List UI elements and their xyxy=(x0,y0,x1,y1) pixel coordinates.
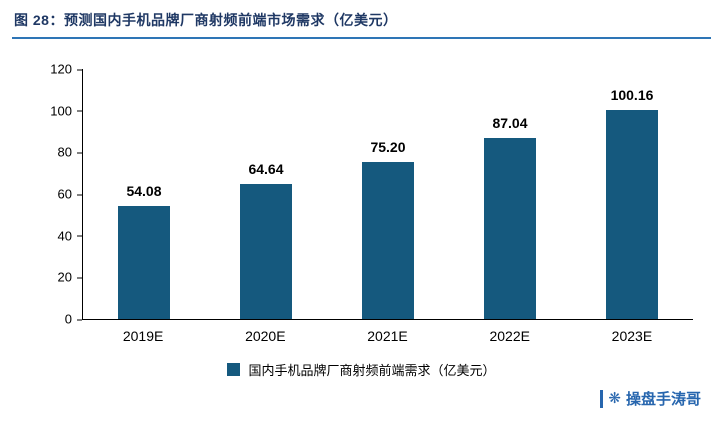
y-tick-label: 120 xyxy=(50,61,82,77)
bar-column: 64.64 xyxy=(205,69,327,319)
bar-column: 87.04 xyxy=(449,69,571,319)
y-tick-label: 60 xyxy=(57,186,83,202)
bar-value-label: 75.20 xyxy=(370,139,406,156)
bar xyxy=(606,110,658,319)
bar-value-label: 87.04 xyxy=(492,114,528,131)
watermark-divider xyxy=(600,389,604,408)
plot-area: 54.08 64.64 75.20 87.04 100.16 xyxy=(82,69,693,320)
x-tick-label: 2022E xyxy=(489,328,530,344)
x-axis-labels: 2019E 2020E 2021E 2022E 2023E xyxy=(82,320,693,344)
y-tick-label: 0 xyxy=(64,311,83,327)
bar-chart: 0 20 40 60 80 100 120 54.08 64.64 75.20 87.04 100.… xyxy=(12,63,711,344)
chart-legend: 国内手机品牌厂商射频前端需求（亿美元） xyxy=(12,360,711,379)
bar-column: 100.16 xyxy=(571,69,693,319)
x-tick-label: 2019E xyxy=(122,328,164,344)
y-tick-label: 100 xyxy=(50,103,82,119)
figure-title-text: 预测国内手机品牌厂商射频前端市场需求（亿美元） xyxy=(63,12,398,28)
bar-value-label: 64.64 xyxy=(248,161,284,178)
bar-value-label: 100.16 xyxy=(610,87,654,104)
bar xyxy=(118,206,170,319)
watermark-text: 操盘手涛哥 xyxy=(625,391,701,408)
bar-value-label: 54.08 xyxy=(126,183,162,200)
y-tick-label: 20 xyxy=(57,269,83,285)
bar xyxy=(240,184,292,319)
watermark: ❋ 操盘手涛哥 xyxy=(600,388,701,409)
legend-label: 国内手机品牌厂商射频前端需求（亿美元） xyxy=(248,363,496,378)
y-tick-label: 40 xyxy=(57,228,83,244)
snowflake-icon: ❋ xyxy=(608,390,621,407)
bar xyxy=(484,137,536,319)
figure-title: 图 28：预测国内手机品牌厂商射频前端市场需求（亿美元） xyxy=(12,8,711,37)
title-underline xyxy=(12,37,711,39)
x-tick-label: 2021E xyxy=(367,328,408,344)
x-tick-label: 2020E xyxy=(245,328,286,344)
y-axis: 0 20 40 60 80 100 120 xyxy=(38,63,83,326)
y-tick-label: 80 xyxy=(57,144,83,160)
legend-swatch xyxy=(227,363,241,376)
figure-number: 图 28： xyxy=(14,12,64,28)
x-tick-label: 2023E xyxy=(611,328,653,344)
bar-column: 54.08 xyxy=(83,69,205,319)
bar xyxy=(362,162,414,319)
bar-column: 75.20 xyxy=(327,69,449,319)
